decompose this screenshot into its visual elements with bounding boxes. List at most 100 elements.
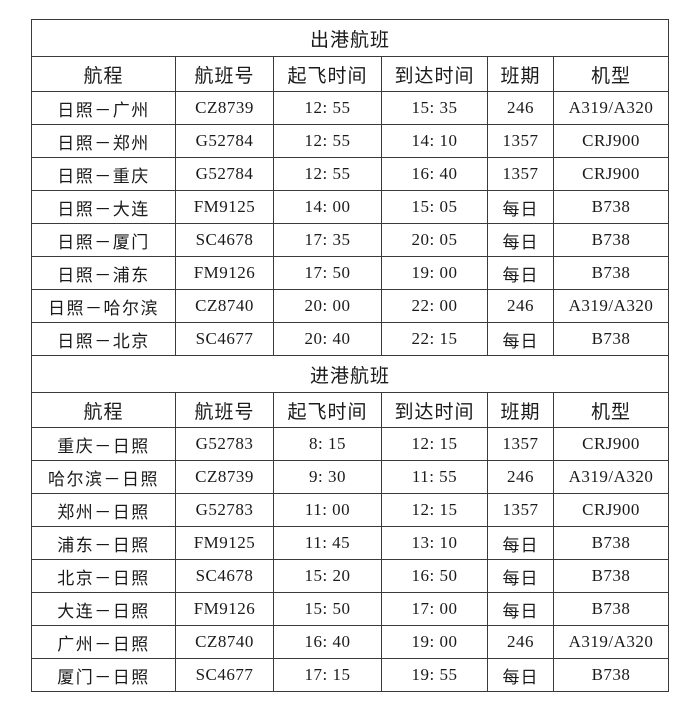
cell-arrival-time: 14: 10	[381, 124, 488, 158]
cell-flight-number: SC4678	[175, 559, 274, 593]
table-row: 日照－广州 CZ8739 12: 55 15: 35 246 A319/A320	[31, 91, 670, 125]
cell-arrival-time: 13: 10	[381, 526, 488, 560]
cell-schedule-days: 1357	[487, 427, 554, 461]
cell-aircraft-type: CRJ900	[552, 493, 670, 527]
cell-aircraft-type: B738	[552, 526, 670, 560]
cell-aircraft-type: A319/A320	[552, 460, 670, 494]
cell-aircraft-type: B738	[552, 559, 670, 593]
cell-route: 广州－日照	[31, 625, 176, 659]
column-header-row: 航程 航班号 起飞时间 到达时间 班期 机型	[31, 392, 670, 428]
cell-aircraft-type: A319/A320	[552, 91, 670, 125]
cell-flight-number: FM9125	[175, 526, 274, 560]
table-row: 日照－浦东 FM9126 17: 50 19: 00 每日 B738	[31, 256, 670, 290]
cell-schedule-days: 每日	[487, 322, 554, 356]
cell-flight-number: CZ8740	[175, 289, 274, 323]
cell-departure-time: 12: 55	[273, 91, 382, 125]
cell-aircraft-type: A319/A320	[552, 289, 670, 323]
cell-schedule-days: 每日	[487, 256, 554, 290]
cell-route: 日照－郑州	[31, 124, 176, 158]
cell-schedule-days: 1357	[487, 493, 554, 527]
cell-aircraft-type: B738	[552, 658, 670, 692]
cell-route: 浦东－日照	[31, 526, 176, 560]
cell-route: 日照－浦东	[31, 256, 176, 290]
cell-route: 日照－厦门	[31, 223, 176, 257]
cell-flight-number: FM9126	[175, 256, 274, 290]
cell-schedule-days: 每日	[487, 592, 554, 626]
cell-departure-time: 9: 30	[273, 460, 382, 494]
cell-aircraft-type: CRJ900	[552, 427, 670, 461]
column-header-row: 航程 航班号 起飞时间 到达时间 班期 机型	[31, 56, 670, 92]
cell-route: 重庆－日照	[31, 427, 176, 461]
cell-flight-number: SC4677	[175, 658, 274, 692]
cell-departure-time: 20: 00	[273, 289, 382, 323]
table-row: 日照－北京 SC4677 20: 40 22: 15 每日 B738	[31, 322, 670, 356]
cell-departure-time: 15: 20	[273, 559, 382, 593]
cell-route: 哈尔滨－日照	[31, 460, 176, 494]
section-title-row: 进港航班	[30, 355, 670, 393]
table-row: 日照－哈尔滨 CZ8740 20: 00 22: 00 246 A319/A320	[31, 289, 670, 323]
flight-schedule-table: 出港航班 航程 航班号 起飞时间 到达时间 班期 机型 日照－广州 CZ8739 12: 55 15…	[30, 19, 670, 692]
cell-aircraft-type: B738	[552, 322, 670, 356]
cell-arrival-time: 19: 55	[381, 658, 488, 692]
column-header: 班期	[487, 56, 554, 92]
column-header: 班期	[487, 392, 554, 428]
cell-departure-time: 12: 55	[273, 157, 382, 191]
cell-departure-time: 11: 45	[273, 526, 382, 560]
cell-flight-number: CZ8740	[175, 625, 274, 659]
cell-flight-number: G52783	[175, 493, 274, 527]
section-title: 进港航班	[30, 355, 670, 393]
cell-aircraft-type: B738	[552, 190, 670, 224]
cell-departure-time: 16: 40	[273, 625, 382, 659]
cell-route: 日照－大连	[31, 190, 176, 224]
cell-arrival-time: 16: 50	[381, 559, 488, 593]
column-header: 到达时间	[381, 392, 488, 428]
column-header: 航程	[31, 56, 176, 92]
column-header: 航班号	[175, 56, 274, 92]
cell-schedule-days: 每日	[487, 559, 554, 593]
cell-arrival-time: 16: 40	[381, 157, 488, 191]
cell-flight-number: FM9126	[175, 592, 274, 626]
cell-arrival-time: 11: 55	[381, 460, 488, 494]
cell-schedule-days: 246	[487, 460, 554, 494]
cell-arrival-time: 17: 00	[381, 592, 488, 626]
table-row: 重庆－日照 G52783 8: 15 12: 15 1357 CRJ900	[31, 427, 670, 461]
cell-arrival-time: 22: 00	[381, 289, 488, 323]
cell-route: 日照－哈尔滨	[31, 289, 176, 323]
cell-schedule-days: 每日	[487, 223, 554, 257]
column-header: 起飞时间	[273, 392, 382, 428]
cell-departure-time: 15: 50	[273, 592, 382, 626]
cell-arrival-time: 12: 15	[381, 427, 488, 461]
cell-arrival-time: 12: 15	[381, 493, 488, 527]
cell-arrival-time: 19: 00	[381, 256, 488, 290]
cell-aircraft-type: B738	[552, 223, 670, 257]
cell-departure-time: 17: 35	[273, 223, 382, 257]
cell-arrival-time: 22: 15	[381, 322, 488, 356]
cell-departure-time: 11: 00	[273, 493, 382, 527]
cell-schedule-days: 每日	[487, 658, 554, 692]
cell-schedule-days: 246	[487, 289, 554, 323]
flight-schedule-board: 出港航班 航程 航班号 起飞时间 到达时间 班期 机型 日照－广州 CZ8739 12: 55 15…	[30, 19, 670, 692]
cell-departure-time: 17: 50	[273, 256, 382, 290]
cell-departure-time: 14: 00	[273, 190, 382, 224]
cell-route: 北京－日照	[31, 559, 176, 593]
cell-schedule-days: 每日	[487, 526, 554, 560]
column-header: 到达时间	[381, 56, 488, 92]
column-header: 起飞时间	[273, 56, 382, 92]
cell-arrival-time: 20: 05	[381, 223, 488, 257]
cell-flight-number: CZ8739	[175, 91, 274, 125]
table-row: 日照－厦门 SC4678 17: 35 20: 05 每日 B738	[31, 223, 670, 257]
cell-route: 厦门－日照	[31, 658, 176, 692]
column-header: 机型	[552, 392, 670, 428]
cell-schedule-days: 246	[487, 625, 554, 659]
cell-aircraft-type: A319/A320	[552, 625, 670, 659]
cell-schedule-days: 246	[487, 91, 554, 125]
cell-flight-number: CZ8739	[175, 460, 274, 494]
table-row: 日照－郑州 G52784 12: 55 14: 10 1357 CRJ900	[31, 124, 670, 158]
cell-flight-number: G52784	[175, 157, 274, 191]
cell-schedule-days: 每日	[487, 190, 554, 224]
cell-aircraft-type: CRJ900	[552, 124, 670, 158]
cell-arrival-time: 15: 05	[381, 190, 488, 224]
cell-route: 日照－广州	[31, 91, 176, 125]
column-header: 机型	[552, 56, 670, 92]
cell-flight-number: FM9125	[175, 190, 274, 224]
